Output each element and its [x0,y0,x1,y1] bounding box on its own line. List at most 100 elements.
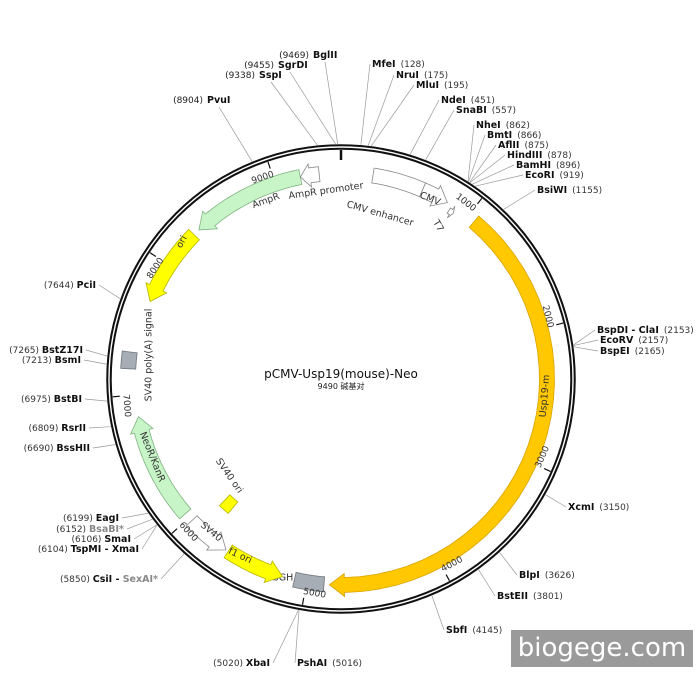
site-name: BglII [313,50,337,61]
site-position: (9338) [225,71,255,81]
tick-label: 5000 [302,587,327,601]
site-bsteii: BstEII (3801) [478,569,563,602]
site-leader-line [92,444,116,449]
site-name: SgrDI [278,60,308,71]
site-leader-line [573,329,596,346]
site-label: BstEII (3801) [497,591,563,602]
site-label: SnaBI (557) [456,105,516,116]
feature-label: Usp19-m [538,374,553,418]
site-bsabi: (6152) BsaBI* [56,518,153,535]
site-leader-line [133,524,157,540]
site-mlui: MluI (195) [370,80,468,147]
site-xbai: (5020) XbaI [213,609,299,669]
site-snabi: SnaBI (557) [425,105,516,160]
site-label: (6199) EagI [63,513,119,524]
site-leader-line [83,359,107,365]
tick-mark [543,468,551,472]
feature-sv40 [185,515,227,551]
site-mfei: MfeI (128) [360,59,425,145]
site-position: (9455) [244,61,274,71]
tick-mark [301,597,305,605]
site-label: (6106) SmaI [72,534,131,545]
site-pcii: (7644) PciI [44,280,121,300]
feature-f1-ori [223,544,284,584]
feature-label: SV40 poly(A) signal [144,309,155,402]
site-label: (5020) XbaI [213,658,270,669]
site-bsshii: (6690) BssHII [24,443,116,454]
tick-mark [149,252,157,258]
site-pvui: (8904) PvuI [173,95,253,162]
site-sspi: (9338) SspI [225,70,318,146]
site-label: NheI (862) [476,120,530,131]
site-leader-line [218,106,253,162]
site-aflii: AflII (875) [469,140,549,183]
site-csii: (5850) CsiI - SexAI* [60,553,185,585]
site-label: NruI (175) [396,70,448,81]
site-leader-line [468,134,486,182]
site-leader-line [425,109,455,160]
site-smai: (6106) SmaI [72,524,157,545]
site-bspei: BspEI (2165) [573,346,665,357]
site-sgrdi: (9455) SgrDI [244,60,336,145]
site-bstz17i: (7265) BstZ17I [9,345,108,357]
site-leader-line [573,346,599,352]
site-bsmi: (7213) BsmI [22,355,107,366]
feature-sv40-poly-a-signal [120,350,138,370]
tick-label: 7000 [120,394,132,418]
tick-mark [477,198,483,205]
site-position: (9469) [279,51,309,61]
site-label: (6104) TspMI - XmaI [38,544,139,555]
site-leader-line [360,63,371,145]
site-label: (7213) BsmI [22,355,81,366]
site-label: BsiWI (1155) [537,185,602,196]
feature-label: ori [174,234,190,250]
site-leader-line [272,609,299,664]
site-leader-line [88,426,111,429]
site-leader-line [324,61,339,145]
site-label: (6975) BstBI [21,394,82,405]
site-leader-line [467,124,475,182]
feature-label: SV40 ori [213,456,245,495]
site-bmti: BmtI (866) [468,130,541,182]
site-name: PvuI [207,95,230,106]
site-label: NdeI (451) [441,95,495,106]
site-leader-line [121,512,149,519]
feature-label: bGH [273,573,294,584]
site-bspdi-clai: BspDI - ClaI (2153) [573,325,694,346]
site-bglii: (9469) BglII [279,50,339,145]
site-label: EcoRV (2157) [600,335,668,346]
site-label: XcmI (3150) [568,502,629,513]
site-leader-line [475,174,524,187]
site-sbfi: SbfI (4145) [431,595,502,636]
site-label: MluI (195) [416,80,468,91]
site-label: HindIII (878) [507,150,572,161]
site-bamhi: BamHI (896) [472,160,580,185]
site-pshai: PshAI (5016) [294,610,362,669]
site-ecorv: EcoRV (2157) [573,335,668,346]
site-label: (6809) RsrII [28,423,86,434]
site-blpi: BlpI (3626) [499,552,575,581]
site-label: BspDI - ClaI (2153) [597,325,694,336]
site-leader-line [141,524,158,550]
site-name: SspI [259,70,282,81]
feature-usp19-m [328,215,555,598]
sites-layer: (9469) BglII (9455) SgrDI (9338) SspI (8904) Pv… [9,50,694,669]
tick-mark [445,574,450,581]
site-xcmi: XcmI (3150) [545,494,629,513]
site-leader-line [431,595,445,631]
tick-mark [556,322,564,326]
site-leader-line [472,164,515,185]
site-rsrii: (6809) RsrII [28,423,111,434]
site-position: (8904) [173,96,203,106]
site-leader-line [409,99,440,155]
tick-label: 1000 [453,192,477,214]
site-label: MfeI (128) [372,59,425,70]
site-leader-line [160,553,185,580]
site-label: (7265) BstZ17I [9,345,83,356]
site-leader-line [289,71,336,145]
site-leader-line [98,284,121,300]
site-leader-line [478,569,496,597]
site-ecori: EcoRI (919) [475,170,584,187]
site-label: BmtI (866) [487,130,541,141]
backbone-gap [108,146,574,612]
